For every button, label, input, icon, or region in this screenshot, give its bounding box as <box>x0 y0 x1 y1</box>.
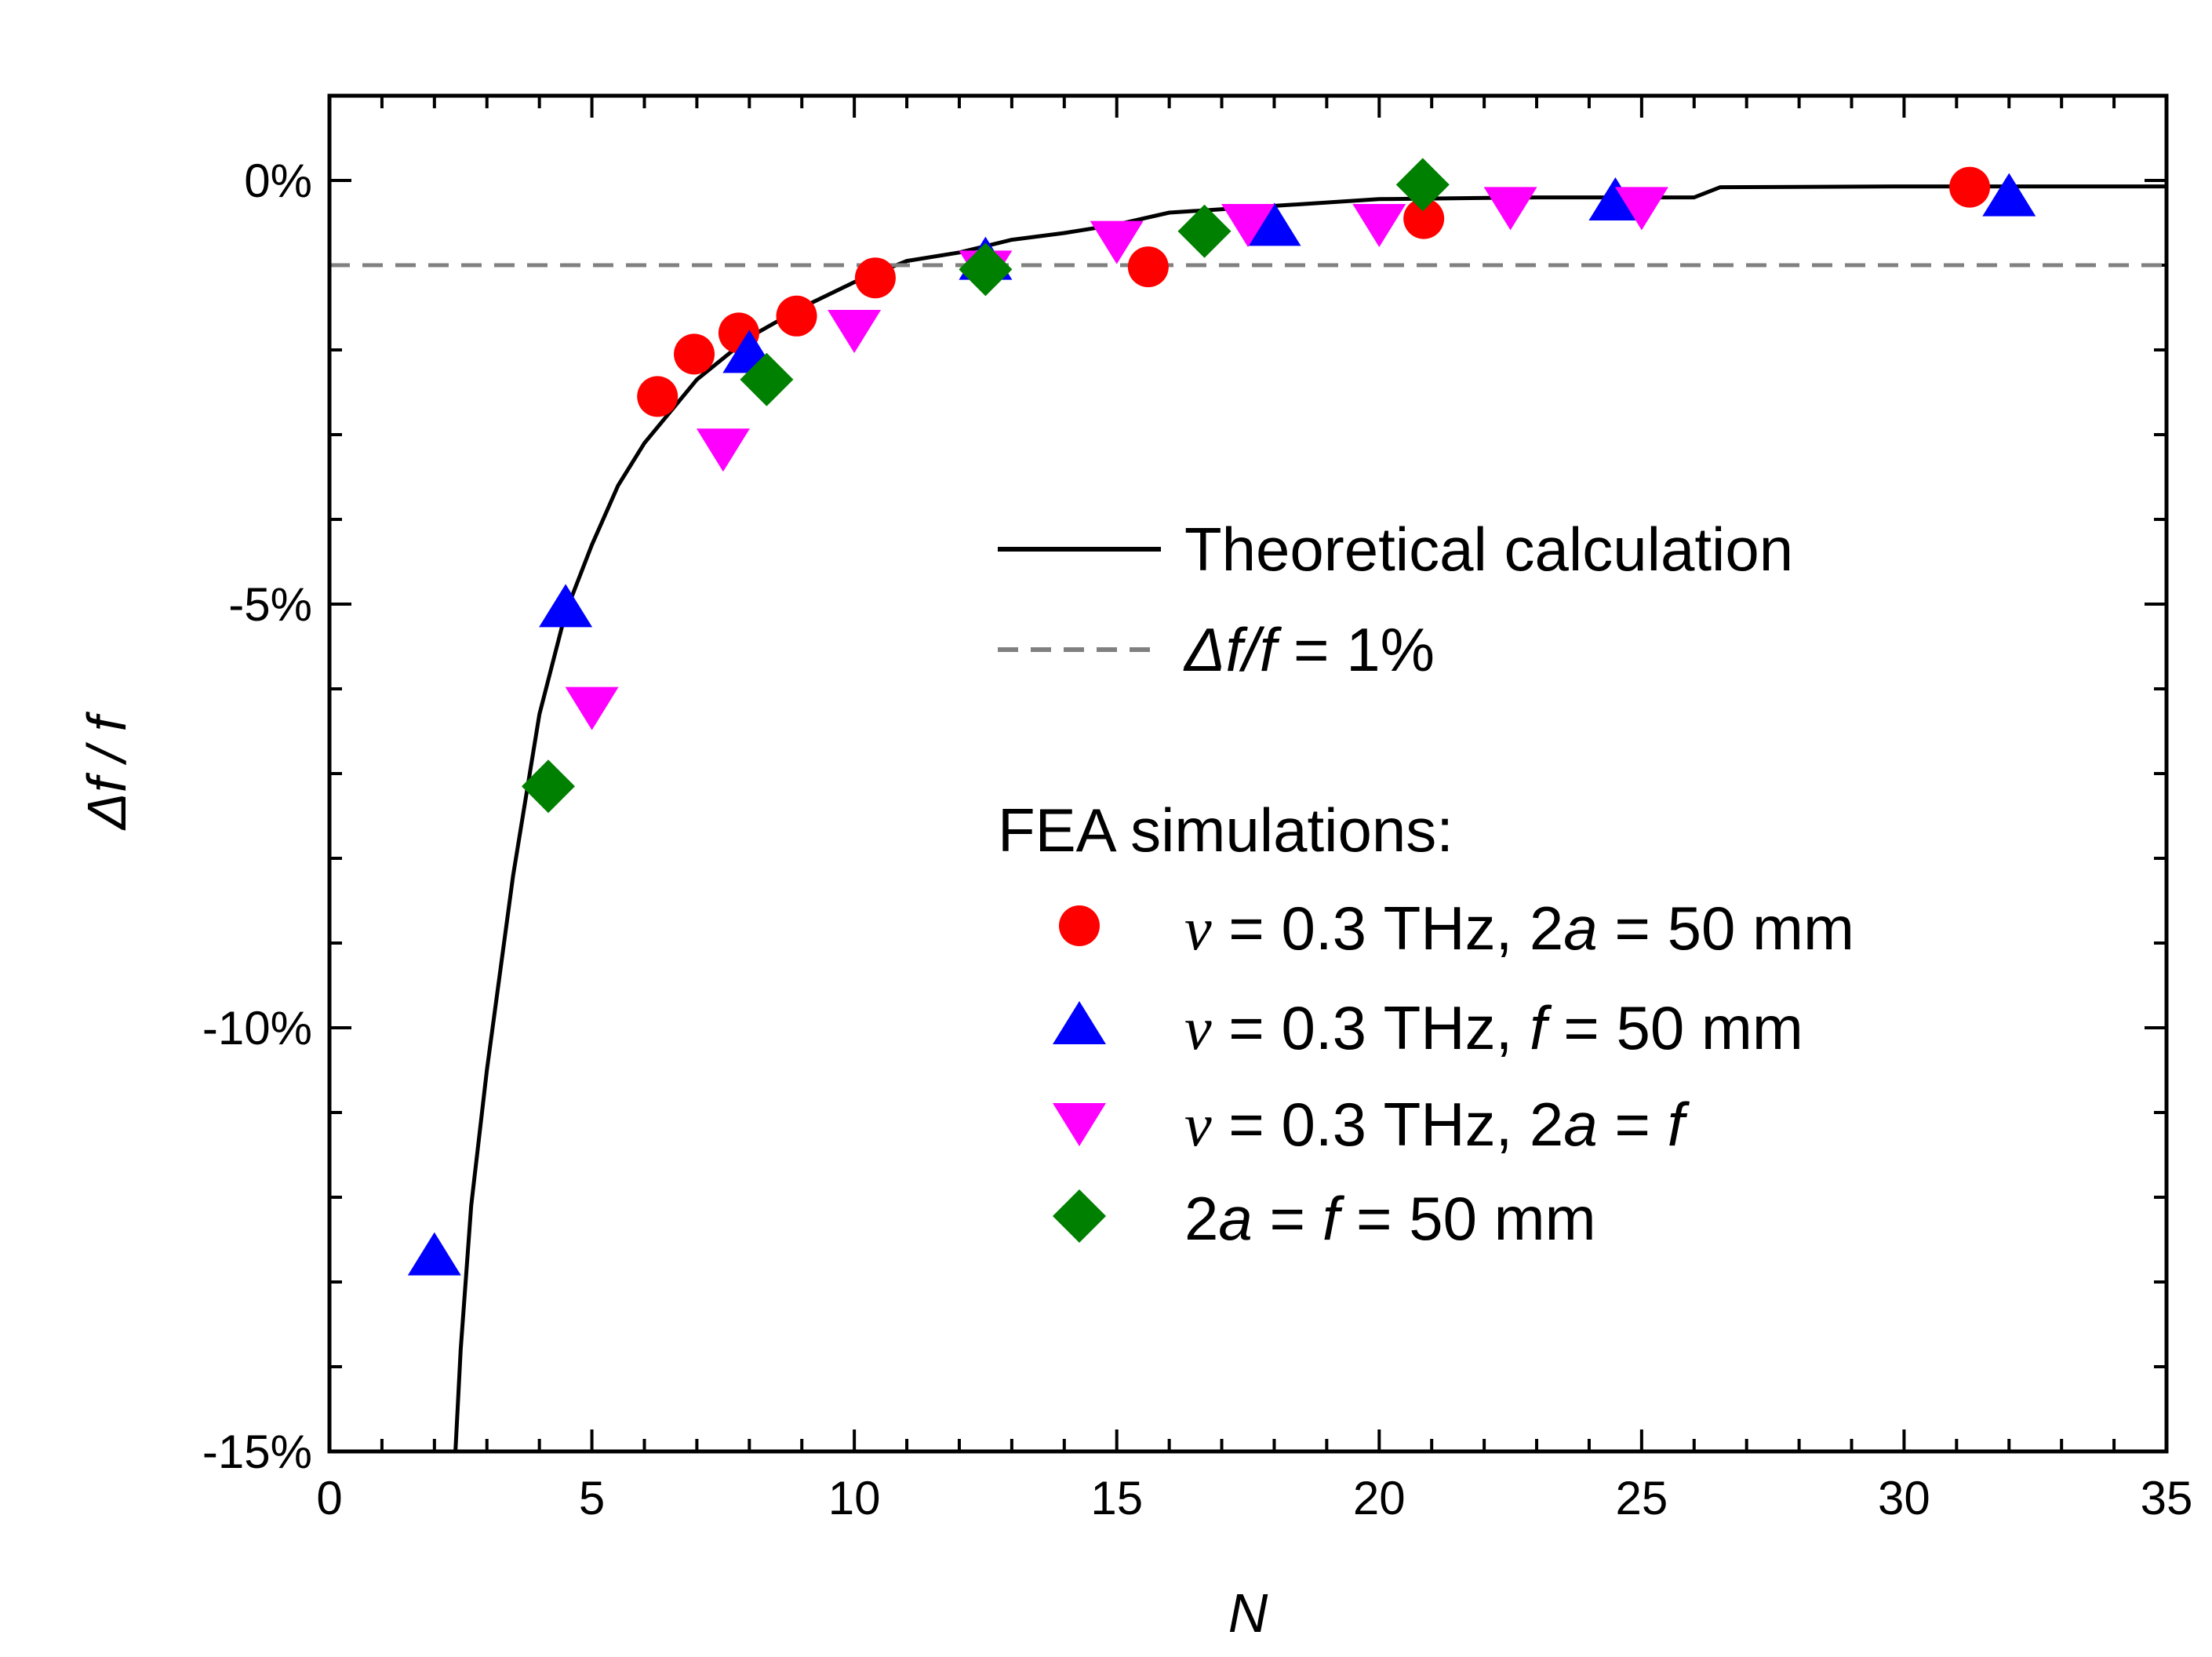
data-point-circle <box>854 257 896 299</box>
data-point-circle <box>1949 166 1991 208</box>
legend-marker-triangle-down <box>1053 1103 1106 1146</box>
x-tick-label: 5 <box>579 1472 605 1524</box>
x-tick-label: 0 <box>316 1472 342 1524</box>
y-axis-title: Δf / f <box>76 711 137 831</box>
data-point-triangle-down <box>1221 204 1275 247</box>
data-point-diamond <box>959 242 1013 297</box>
data-point-circle <box>637 376 679 417</box>
data-point-diamond <box>1395 158 1450 212</box>
x-tick-label: 20 <box>1353 1472 1406 1524</box>
theory-line <box>453 184 2167 1452</box>
data-point-triangle-up <box>1588 177 1643 220</box>
theory-curve <box>453 184 2167 1452</box>
data-point-circle <box>1127 246 1169 288</box>
x-tick-label: 35 <box>2141 1472 2193 1524</box>
data-point-diamond <box>1177 204 1232 258</box>
data-point-diamond <box>740 352 794 406</box>
legend-header: FEA simulations: <box>998 796 1453 865</box>
legend-theory-label: Theoretical calculation <box>1184 515 1793 584</box>
data-points <box>407 158 2036 1276</box>
tick-labels: 0 5 10 15 20 25 30 35 0% -5% -10% -15% N Δf / f <box>76 155 2192 1644</box>
data-point-triangle-down <box>828 310 882 353</box>
plot-frame <box>327 93 2169 1454</box>
data-point-triangle-down <box>1090 220 1144 264</box>
data-point-triangle-up <box>1982 173 2036 217</box>
data-point-triangle-up <box>407 1232 461 1276</box>
data-point-circle <box>776 295 817 337</box>
x-tick-label: 10 <box>828 1472 881 1524</box>
y-tick-label: 0% <box>244 155 312 207</box>
x-axis-title: N <box>1228 1582 1268 1644</box>
data-point-triangle-up <box>1247 202 1301 246</box>
data-point-diamond <box>522 759 575 814</box>
legend-series-label: ν = 0.3 THz, 2a = f <box>1184 1090 1690 1159</box>
data-point-triangle-down <box>696 428 750 472</box>
y-tick-label: -10% <box>202 1002 312 1054</box>
legend-series-label: ν = 0.3 THz, 2a = 50 mm <box>1184 894 1854 963</box>
legend-marker-circle <box>1059 905 1100 946</box>
y-tick-label: -5% <box>228 578 312 631</box>
legend: Theoretical calculation Δf/f = 1% FEA simu… <box>998 515 1854 1253</box>
legend-marker-diamond <box>1053 1189 1106 1243</box>
x-tick-label: 15 <box>1090 1472 1143 1524</box>
data-point-triangle-up <box>539 584 593 628</box>
data-point-circle <box>674 333 715 375</box>
legend-marker-triangle-up <box>1053 1001 1106 1044</box>
data-point-triangle-down <box>1352 204 1406 247</box>
plot-frame-rect <box>327 93 2169 1454</box>
x-tick-label: 25 <box>1615 1472 1668 1524</box>
y-tick-label: -15% <box>202 1426 312 1478</box>
legend-series-label: ν = 0.3 THz, f = 50 mm <box>1184 993 1803 1062</box>
x-tick-label: 30 <box>1878 1472 1930 1524</box>
data-point-triangle-down <box>565 686 619 730</box>
data-point-triangle-down <box>1483 187 1537 231</box>
axes <box>328 94 2168 1453</box>
data-point-triangle-down <box>1614 187 1668 231</box>
data-point-circle <box>1403 198 1445 239</box>
legend-series-label: 2a = f = 50 mm <box>1184 1184 1596 1253</box>
legend-reference-label: Δf/f = 1% <box>1183 615 1435 684</box>
